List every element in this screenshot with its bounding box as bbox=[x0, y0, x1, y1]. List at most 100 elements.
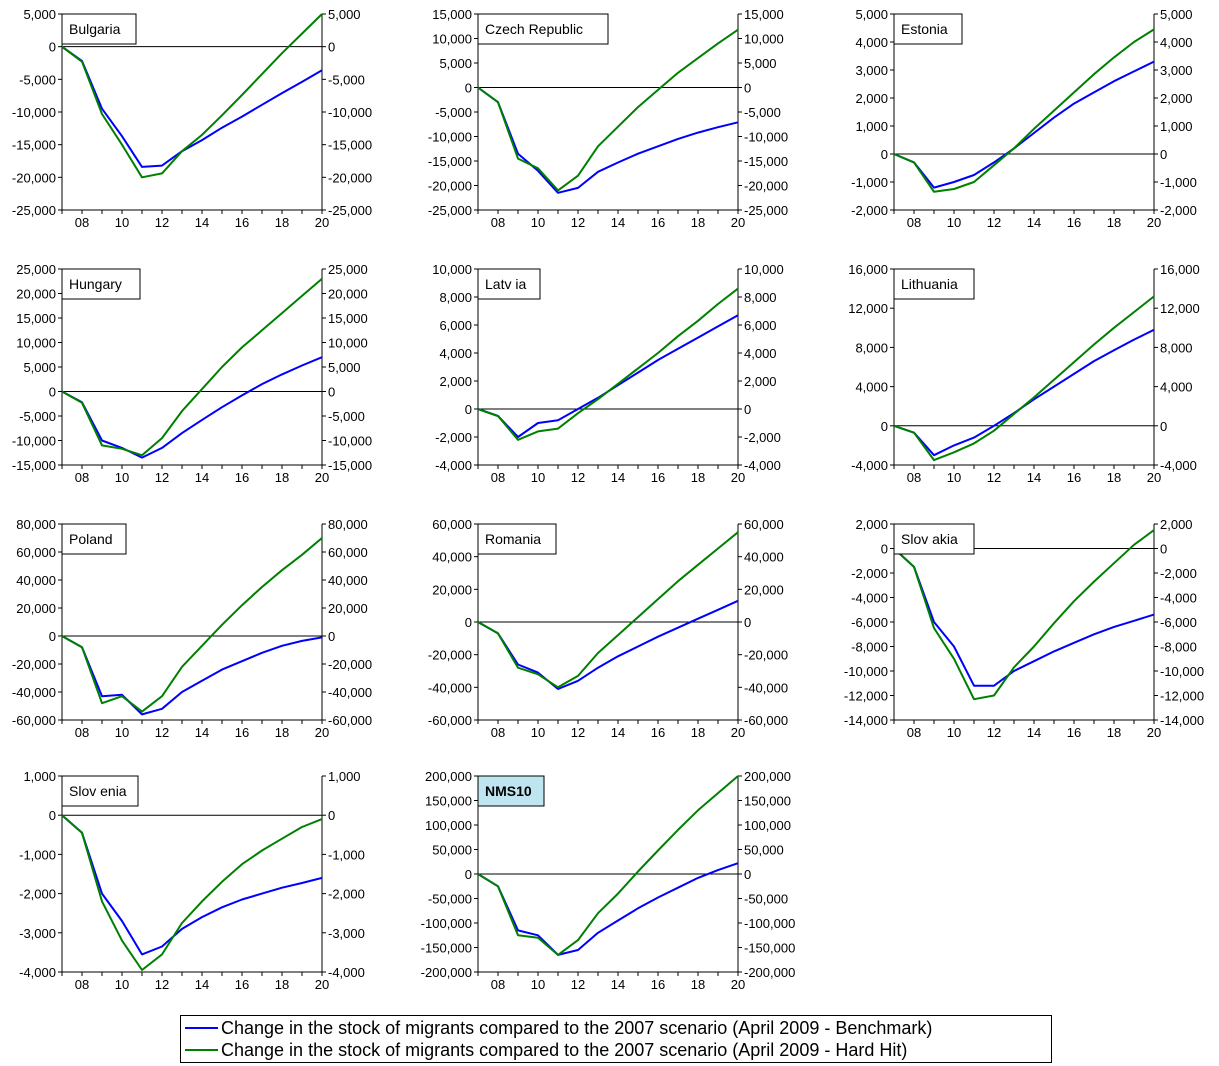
y-tick-label-right: 25,000 bbox=[328, 262, 368, 277]
y-tick-label-right: -10,000 bbox=[744, 130, 788, 145]
y-tick-label-right: 0 bbox=[744, 402, 751, 417]
y-tick-label-left: -1,000 bbox=[851, 175, 888, 190]
series-line-hardhit bbox=[893, 529, 1155, 701]
x-tick-label: 16 bbox=[651, 977, 665, 992]
series-line-hardhit bbox=[477, 531, 739, 689]
panel-title: Latv ia bbox=[485, 276, 526, 292]
panel-title-box bbox=[61, 13, 137, 45]
y-tick-label-left: 25,000 bbox=[16, 262, 56, 277]
y-tick-label-left: 0 bbox=[49, 40, 56, 55]
x-tick-label: 14 bbox=[195, 470, 209, 485]
y-tick-label-left: -5,000 bbox=[19, 72, 56, 87]
x-tick-label: 10 bbox=[947, 725, 961, 740]
x-tick-label: 08 bbox=[75, 977, 89, 992]
series-line-benchmark bbox=[61, 814, 323, 956]
x-tick-label: 16 bbox=[1067, 725, 1081, 740]
series-line-hardhit bbox=[893, 295, 1155, 462]
y-tick-label-right: 5,000 bbox=[744, 56, 777, 71]
y-tick-label-left: 0 bbox=[881, 419, 888, 434]
y-tick-label-right: 2,000 bbox=[1160, 517, 1193, 532]
y-tick-label-left: 5,000 bbox=[23, 7, 56, 22]
y-tick-label-left: 2,000 bbox=[439, 374, 472, 389]
series-line-benchmark bbox=[477, 314, 739, 438]
y-tick-label-left: -1,000 bbox=[19, 847, 56, 862]
y-tick-label-right: -6,000 bbox=[1160, 615, 1197, 630]
y-tick-label-left: 5,000 bbox=[439, 56, 472, 71]
series-line-benchmark bbox=[477, 86, 739, 194]
panel-title: Czech Republic bbox=[485, 21, 583, 37]
y-tick-label-left: -2,000 bbox=[435, 430, 472, 445]
x-tick-label: 16 bbox=[235, 215, 249, 230]
y-tick-label-left: -4,000 bbox=[435, 458, 472, 473]
y-tick-label-right: -20,000 bbox=[328, 657, 372, 672]
x-tick-label: 12 bbox=[987, 215, 1001, 230]
y-tick-label-right: 0 bbox=[328, 808, 335, 823]
x-tick-label: 10 bbox=[947, 215, 961, 230]
y-tick-label-right: 0 bbox=[1160, 542, 1167, 557]
x-tick-label: 10 bbox=[531, 215, 545, 230]
x-tick-label: 14 bbox=[1027, 215, 1041, 230]
x-tick-label: 12 bbox=[571, 725, 585, 740]
x-tick-label: 14 bbox=[195, 215, 209, 230]
y-tick-label-left: -40,000 bbox=[428, 680, 472, 695]
series-line-benchmark bbox=[893, 60, 1155, 189]
y-tick-label-left: 6,000 bbox=[439, 318, 472, 333]
y-tick-label-left: 8,000 bbox=[855, 340, 888, 355]
y-tick-label-left: -5,000 bbox=[19, 409, 56, 424]
y-tick-label-left: 0 bbox=[465, 81, 472, 96]
y-tick-label-right: 8,000 bbox=[744, 290, 777, 305]
x-tick-label: 08 bbox=[75, 725, 89, 740]
y-tick-label-left: 20,000 bbox=[432, 582, 472, 597]
x-tick-label: 18 bbox=[1107, 470, 1121, 485]
y-tick-label-left: 1,000 bbox=[23, 769, 56, 784]
y-tick-label-left: -10,000 bbox=[12, 105, 56, 120]
x-tick-label: 20 bbox=[315, 977, 329, 992]
y-tick-label-right: -14,000 bbox=[1160, 713, 1204, 728]
y-tick-label-right: -8,000 bbox=[1160, 640, 1197, 655]
y-tick-label-left: 20,000 bbox=[16, 287, 56, 302]
y-tick-label-right: 12,000 bbox=[1160, 301, 1200, 316]
panel-title-box bbox=[61, 523, 127, 555]
x-tick-label: 18 bbox=[275, 977, 289, 992]
panel-title-box bbox=[61, 775, 139, 807]
panel-title-box bbox=[477, 775, 545, 807]
y-tick-label-left: 0 bbox=[881, 542, 888, 557]
y-tick-label-left: 5,000 bbox=[23, 360, 56, 375]
legend-swatch-hardhit bbox=[185, 1049, 218, 1051]
y-tick-label-right: -200,000 bbox=[744, 965, 795, 980]
y-tick-label-left: -100,000 bbox=[421, 916, 472, 931]
x-tick-label: 20 bbox=[731, 725, 745, 740]
y-tick-label-left: 16,000 bbox=[848, 262, 888, 277]
y-tick-label-right: 0 bbox=[328, 629, 335, 644]
x-tick-label: 08 bbox=[491, 977, 505, 992]
y-tick-label-right: 3,000 bbox=[1160, 63, 1193, 78]
x-tick-label: 14 bbox=[611, 470, 625, 485]
legend-item-benchmark: Change in the stock of migrants compared… bbox=[185, 1017, 932, 1039]
panel-title-box bbox=[477, 523, 557, 555]
x-tick-label: 08 bbox=[907, 470, 921, 485]
y-tick-label-left: 2,000 bbox=[855, 517, 888, 532]
y-tick-label-left: -15,000 bbox=[428, 154, 472, 169]
x-tick-label: 20 bbox=[731, 215, 745, 230]
y-tick-label-left: -4,000 bbox=[851, 458, 888, 473]
y-tick-label-right: -60,000 bbox=[744, 713, 788, 728]
x-tick-label: 16 bbox=[1067, 215, 1081, 230]
series-line-benchmark bbox=[61, 45, 323, 168]
y-tick-label-left: 10,000 bbox=[432, 262, 472, 277]
series-line-hardhit bbox=[61, 814, 323, 971]
chart-panel: 1,000 1,000 0 0 -1,000 -1,000 -2,000 -2,000 -3,0… bbox=[19, 769, 365, 992]
y-tick-label-left: -8,000 bbox=[851, 640, 888, 655]
y-tick-label-left: 15,000 bbox=[432, 7, 472, 22]
y-tick-label-right: -4,000 bbox=[1160, 591, 1197, 606]
y-tick-label-right: 40,000 bbox=[328, 573, 368, 588]
chart-panel: 60,000 60,000 40,000 40,000 20,000 20,000 0 0 -2… bbox=[428, 517, 788, 740]
y-tick-label-left: -5,000 bbox=[435, 105, 472, 120]
chart-panel: 80,000 80,000 60,000 60,000 40,000 40,000 20,0… bbox=[12, 517, 372, 740]
y-tick-label-right: -2,000 bbox=[744, 430, 781, 445]
series-line-hardhit bbox=[477, 28, 739, 192]
x-tick-label: 14 bbox=[611, 725, 625, 740]
y-tick-label-right: 0 bbox=[328, 385, 335, 400]
y-tick-label-left: 3,000 bbox=[855, 63, 888, 78]
panel-title-box bbox=[477, 268, 541, 300]
